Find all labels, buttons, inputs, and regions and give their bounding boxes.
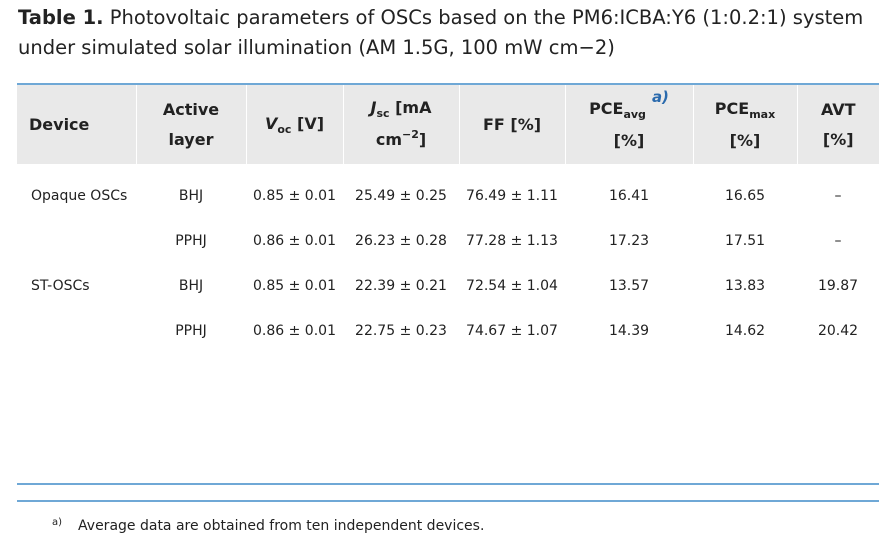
cell-layer: BHJ (178, 188, 204, 204)
cell-jsc: 26.23 ± 0.28 (355, 233, 447, 249)
data-table: Device Active layer Voc [V] Jsc [mA cm−2] … (17, 85, 879, 361)
cell-pce-max: 14.62 (724, 323, 766, 339)
cell-avt: – (834, 188, 842, 204)
cell-voc: 0.86 ± 0.01 (253, 233, 336, 249)
footnote-mark: a) (52, 517, 63, 528)
header-pce-avg: PCEavga) [%] (565, 85, 694, 164)
cell-avt: 19.87 (817, 278, 859, 294)
cell-avt: – (834, 233, 842, 249)
cell-avt: 20.42 (817, 323, 859, 339)
cell-pce-max: 17.51 (724, 233, 766, 249)
table-row: ST-OSCs BHJ 0.85 ± 0.01 22.39 ± 0.21 72.… (17, 271, 879, 316)
cell-ff: 76.49 ± 1.11 (466, 188, 558, 204)
table-footnote: a) Average data are obtained from ten ind… (52, 517, 485, 534)
footnote-text: Average data are obtained from ten indep… (78, 518, 485, 534)
cell-ff: 74.67 ± 1.07 (466, 323, 558, 339)
cell-jsc: 22.75 ± 0.23 (355, 323, 447, 339)
cell-voc: 0.85 ± 0.01 (253, 278, 336, 294)
cell-pce-max: 16.65 (724, 188, 766, 204)
cell-device (17, 316, 136, 361)
footnote-link[interactable]: a) (651, 87, 669, 106)
cell-pce-avg: 14.39 (608, 323, 650, 339)
table-row: Opaque OSCs BHJ 0.85 ± 0.01 25.49 ± 0.25… (17, 164, 879, 226)
header-device: Device (17, 85, 137, 164)
header-ff: FF [%] (459, 85, 566, 164)
table-row: PPHJ 0.86 ± 0.01 26.23 ± 0.28 77.28 ± 1.… (17, 226, 879, 271)
cell-jsc: 22.39 ± 0.21 (355, 278, 447, 294)
cell-pce-avg: 17.23 (608, 233, 650, 249)
header-avt: AVT [%] (820, 99, 856, 149)
cell-pce-max: 13.83 (724, 278, 766, 294)
cell-ff: 77.28 ± 1.13 (466, 233, 558, 249)
table-caption: Table 1. Photovoltaic parameters of OSCs… (18, 3, 884, 63)
cell-voc: 0.86 ± 0.01 (253, 323, 336, 339)
data-table-wrapper: Device Active layer Voc [V] Jsc [mA cm−2] … (17, 83, 879, 485)
header-jsc: Jsc [mA cm−2] (343, 85, 460, 164)
cell-pce-avg: 13.57 (608, 278, 650, 294)
caption-label: Table 1. (18, 6, 104, 29)
cell-layer: PPHJ (175, 323, 207, 339)
cell-device: ST-OSCs (31, 278, 90, 294)
header-row: Device Active layer Voc [V] Jsc [mA cm−2] … (17, 85, 879, 164)
cell-device (17, 226, 136, 271)
header-active-layer: Active layer (136, 85, 247, 164)
cell-layer: BHJ (178, 278, 204, 294)
caption-text: Photovoltaic parameters of OSCs based on… (18, 6, 864, 59)
cell-voc: 0.85 ± 0.01 (253, 188, 336, 204)
cell-layer: PPHJ (175, 233, 207, 249)
header-voc: Voc [V] (246, 85, 344, 164)
cell-device: Opaque OSCs (31, 188, 128, 204)
cell-jsc: 25.49 ± 0.25 (355, 188, 447, 204)
footnote-divider (17, 500, 879, 502)
table-row: PPHJ 0.86 ± 0.01 22.75 ± 0.23 74.67 ± 1.… (17, 316, 879, 361)
header-pce-max: PCEmax [%] (693, 85, 798, 164)
cell-pce-avg: 16.41 (608, 188, 650, 204)
cell-ff: 72.54 ± 1.04 (466, 278, 558, 294)
